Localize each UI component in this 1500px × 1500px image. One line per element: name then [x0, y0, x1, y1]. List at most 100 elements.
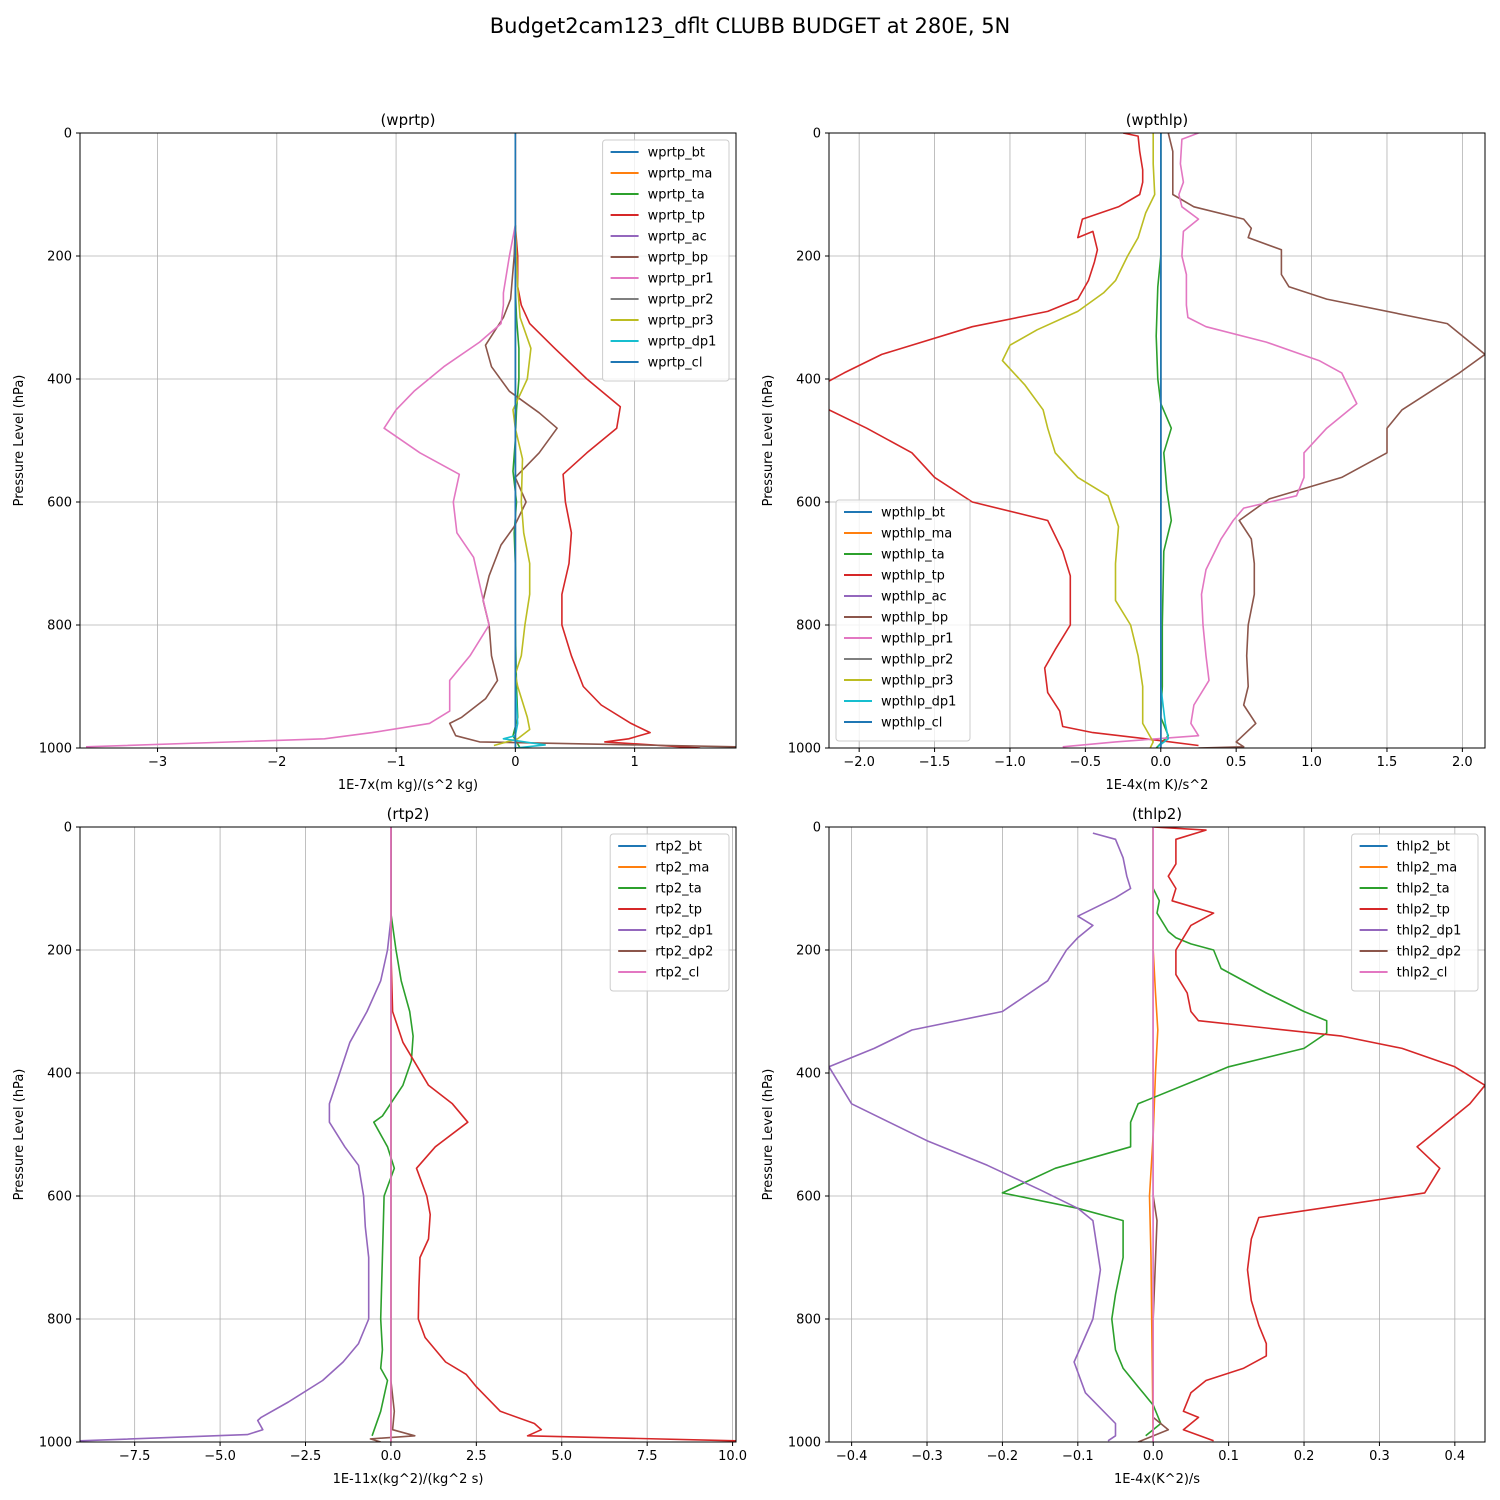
x-tick-label: 0 [511, 755, 519, 770]
x-tick-label: −2 [267, 755, 286, 770]
legend-label: wprtp_bp [648, 251, 709, 266]
x-tick-label: 0.2 [1294, 1449, 1315, 1464]
panel-title: (thlp2) [1132, 805, 1182, 823]
x-tick-label: 1 [630, 755, 638, 770]
x-tick-label: −2.5 [290, 1449, 322, 1464]
series-line-wpthlp_bp [1167, 133, 1485, 748]
y-tick-label: 200 [796, 250, 821, 265]
legend-label: wprtp_bt [648, 146, 705, 161]
legend-label: wprtp_dp1 [648, 335, 717, 350]
legend-label: wprtp_pr2 [648, 293, 714, 308]
y-tick-label: 200 [796, 944, 821, 959]
legend-label: wpthlp_pr3 [881, 674, 953, 689]
x-tick-label: −0.3 [911, 1449, 943, 1464]
legend-label: wprtp_ma [648, 167, 713, 182]
x-axis-label: 1E-4x(m K)/s^2 [1106, 778, 1209, 793]
y-tick-label: 600 [47, 496, 72, 511]
series-line-wpthlp_pr1 [1062, 133, 1358, 748]
series-line-wpthlp_pr3 [1001, 133, 1156, 748]
legend: thlp2_bt thlp2_ma thlp2_ta thlp2_tp thlp2_dp… [1351, 833, 1479, 992]
x-tick-label: 0.0 [1143, 1449, 1164, 1464]
legend-label: wpthlp_cl [881, 716, 942, 731]
y-tick-label: 1000 [788, 742, 821, 757]
legend-label: wprtp_pr3 [648, 314, 714, 329]
series-group [829, 827, 1485, 1442]
series-line-thlp2_tp [1153, 827, 1485, 1442]
series-group [829, 133, 1485, 748]
legend: rtp2_bt rtp2_ma rtp2_ta rtp2_tp rtp2_dp1 rtp2… [609, 833, 730, 992]
axes-frame [79, 826, 737, 1443]
legend-label: wpthlp_ta [881, 548, 945, 563]
y-tick-label: 400 [796, 1067, 821, 1082]
legend-label: rtp2_dp2 [655, 945, 713, 960]
legend-label: thlp2_dp1 [1397, 924, 1462, 939]
legend-label: wpthlp_dp1 [881, 695, 956, 710]
x-tick-label: −7.5 [119, 1449, 151, 1464]
legend-label: rtp2_ma [655, 861, 709, 876]
legend-label: rtp2_dp1 [655, 924, 713, 939]
series-line-wprtp_pr1 [85, 225, 517, 748]
y-tick-label: 800 [47, 1313, 72, 1328]
x-tick-label: 10.0 [718, 1449, 747, 1464]
legend-label: wprtp_pr1 [648, 272, 714, 287]
chart-panel-1: −2.0 −1.5 −1.0 −0.5 0.0 0.5 1.0 1.5 2.0 0 200 400 60… [761, 111, 1486, 793]
x-tick-label: 5.0 [551, 1449, 572, 1464]
legend: wprtp_bt wprtp_ma wprtp_ta wprtp_tp wprtp_ac… [602, 139, 730, 382]
y-tick-label: 600 [47, 1190, 72, 1205]
chart-panel-2: −7.5 −5.0 −2.5 0.0 2.5 5.0 7.5 10.0 0 200 400 600 80… [12, 805, 747, 1487]
x-tick-label: −2.0 [843, 755, 875, 770]
legend-label: thlp2_cl [1397, 966, 1448, 981]
x-tick-label: −0.1 [1062, 1449, 1094, 1464]
y-axis-label: Pressure Level (hPa) [761, 1069, 776, 1201]
series-group [80, 827, 736, 1442]
x-tick-label: 0.3 [1369, 1449, 1390, 1464]
y-tick-label: 0 [64, 127, 72, 142]
legend-label: thlp2_ta [1397, 882, 1450, 897]
legend-label: wpthlp_pr2 [881, 653, 953, 668]
x-tick-label: −1 [386, 755, 405, 770]
legend-label: wprtp_ta [648, 188, 705, 203]
legend-label: rtp2_ta [655, 882, 702, 897]
x-tick-label: 0.5 [1226, 755, 1247, 770]
y-tick-label: 200 [47, 944, 72, 959]
chart-panel-3: −0.4 −0.3 −0.2 −0.1 0.0 0.1 0.2 0.3 0.4 0 200 400 60… [761, 805, 1486, 1487]
x-tick-label: 0.4 [1444, 1449, 1465, 1464]
y-tick-label: 400 [47, 1067, 72, 1082]
panel-title: (wpthlp) [1126, 111, 1189, 129]
x-tick-label: 0.0 [1150, 755, 1171, 770]
legend-label: wprtp_tp [648, 209, 705, 224]
series-line-wprtp_tp [514, 225, 701, 748]
y-tick-label: 400 [796, 373, 821, 388]
series-line-thlp2_dp1 [829, 832, 1132, 1442]
x-tick-label: −0.2 [987, 1449, 1019, 1464]
y-axis-label: Pressure Level (hPa) [12, 375, 27, 507]
x-tick-label: −1.5 [919, 755, 951, 770]
x-tick-label: 2.5 [466, 1449, 487, 1464]
panel-title: (rtp2) [387, 805, 430, 823]
legend-label: thlp2_ma [1397, 861, 1458, 876]
legend-label: wpthlp_tp [881, 569, 945, 584]
y-tick-label: 600 [796, 496, 821, 511]
x-axis-label: 1E-4x(K^2)/s [1114, 1472, 1200, 1487]
y-tick-label: 800 [796, 1313, 821, 1328]
y-tick-label: 200 [47, 250, 72, 265]
legend-label: wpthlp_ac [881, 590, 947, 605]
chart-panel-0: −3 −2 −1 0 1 0 200 400 600 800 1000 (wprtp) 1E-7x(m … [12, 111, 737, 793]
y-tick-label: 0 [813, 127, 821, 142]
series-line-thlp2_ma [1148, 827, 1159, 1442]
y-tick-label: 800 [47, 619, 72, 634]
y-tick-label: 0 [813, 821, 821, 836]
x-tick-label: −0.4 [836, 1449, 868, 1464]
x-axis-label: 1E-11x(kg^2)/(kg^2 s) [333, 1472, 484, 1487]
legend-label: rtp2_tp [655, 903, 702, 918]
series-group [85, 133, 736, 748]
series-line-rtp2_dp1 [80, 827, 392, 1442]
panel-title: (wprtp) [380, 111, 435, 129]
legend-label: wprtp_ac [648, 230, 707, 245]
y-tick-label: 0 [64, 821, 72, 836]
series-line-wpthlp_ta [1155, 133, 1173, 748]
legend-label: wpthlp_pr1 [881, 632, 953, 647]
axes-frame [828, 826, 1486, 1443]
series-line-wprtp_pr3 [493, 225, 532, 747]
